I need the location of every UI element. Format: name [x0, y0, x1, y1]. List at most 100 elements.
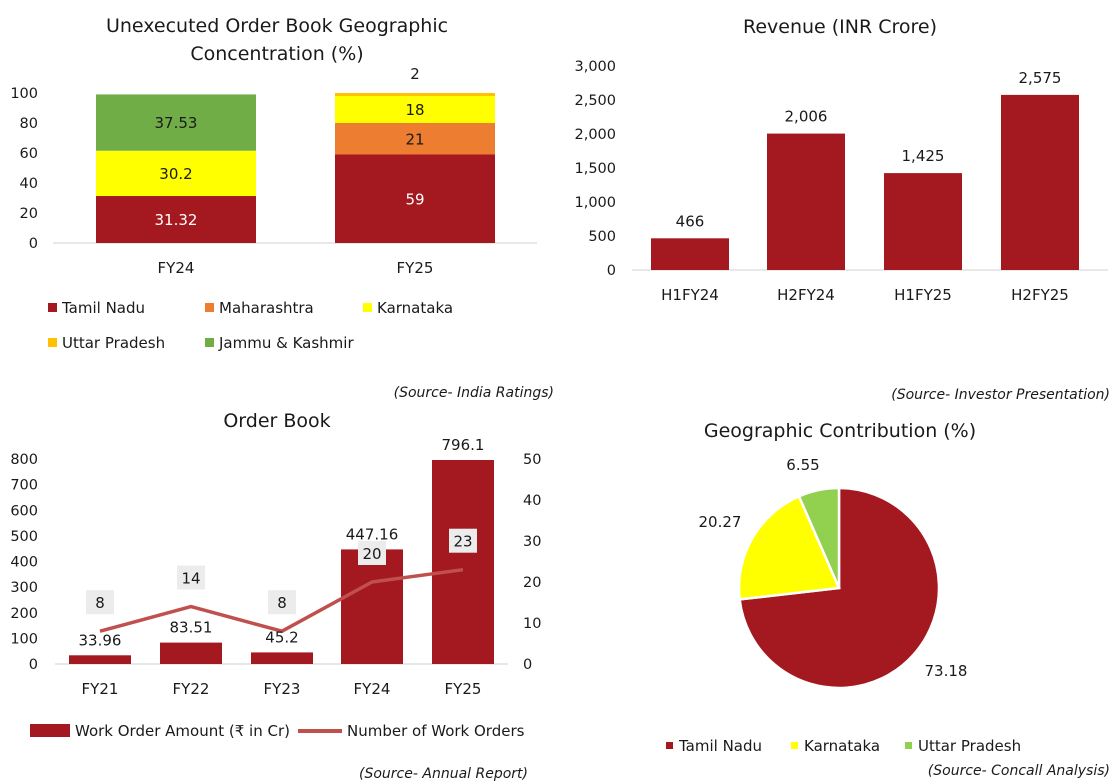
- y-left-tick-label: 800: [10, 452, 38, 468]
- legend-label-karnataka: Karnataka: [377, 299, 453, 317]
- data-label-karnataka-fy25: 18: [405, 101, 424, 119]
- line-label-box-fy21: [86, 590, 114, 615]
- revenue-source: (Source- Investor Presentation): [891, 387, 1110, 403]
- line-data-label-fy24: 20: [362, 545, 381, 563]
- y-right-tick-label: 10: [523, 616, 541, 632]
- legend-swatch-uttar-pradesh: [905, 742, 912, 749]
- line-label-box-fy22: [177, 565, 205, 590]
- y-tick-label: 0: [607, 263, 616, 279]
- legend-label-uttar-pradesh: Uttar Pradesh: [62, 334, 165, 352]
- bar-h2fy25: [1001, 94, 1079, 271]
- legend-label-work-order-amount: Work Order Amount (₹ in Cr): [75, 722, 290, 740]
- pie-data-label-tamil-nadu: 73.18: [925, 662, 968, 680]
- geo-contribution-title: Geographic Contribution (%): [704, 420, 976, 442]
- bar-data-label-fy23: 45.2: [265, 628, 298, 646]
- y-tick-label: 500: [588, 229, 616, 245]
- y-tick-label: 60: [20, 146, 38, 162]
- data-label-maharashtra-fy25: 21: [405, 130, 424, 148]
- bar-segment-jammu-kashmir-fy24: [96, 94, 256, 151]
- data-label-uttar-pradesh-fy25: 2: [410, 65, 420, 83]
- line-label-box-fy23: [268, 590, 296, 615]
- line-data-label-fy23: 8: [277, 594, 287, 612]
- y-tick-label: 20: [20, 206, 38, 222]
- line-series-number-of-work-orders: [99, 567, 464, 633]
- y-left-tick-label: 600: [10, 503, 38, 519]
- revenue-chart: Revenue (INR Crore) 0 500 1,000 1,500 2,000 2…: [574, 16, 1110, 403]
- legend-swatch-tamil-nadu: [666, 742, 673, 749]
- order-book-chart: Order Book 0 100 200 300 400 500 600 700 800 0 10 2…: [10, 410, 541, 782]
- y-tick-label: 2,500: [574, 93, 616, 109]
- y-tick-label: 80: [20, 116, 38, 132]
- y-left-tick-label: 200: [10, 606, 38, 622]
- revenue-title: Revenue (INR Crore): [743, 16, 937, 38]
- y-left-tick-label: 400: [10, 555, 38, 571]
- legend-swatch-maharashtra: [205, 303, 214, 312]
- data-label-h2fy25: 2,575: [1019, 69, 1062, 87]
- pie-data-label-karnataka: 20.27: [699, 513, 742, 531]
- legend-label-maharashtra: Maharashtra: [219, 299, 314, 317]
- y-right-tick-label: 0: [523, 657, 532, 673]
- y-left-tick-label: 700: [10, 478, 38, 494]
- pie-slice-uttar-pradesh: [797, 486, 841, 589]
- legend-swatch-tamil-nadu: [48, 303, 57, 312]
- x-tick-label-fy21: FY21: [82, 680, 119, 698]
- bar-segment-tamil-nadu-fy24: [96, 196, 256, 243]
- y-tick-label: 40: [20, 176, 38, 192]
- bar-data-label-fy25: 796.1: [442, 436, 485, 454]
- x-tick-label-fy25: FY25: [445, 680, 482, 698]
- geo-concentration-source: (Source- India Ratings): [394, 385, 554, 401]
- x-tick-label-h1fy24: H1FY24: [661, 286, 719, 304]
- legend-swatch-jammu-kashmir: [205, 338, 214, 347]
- y-right-tick-label: 50: [523, 452, 541, 468]
- y-left-tick-label: 100: [10, 631, 38, 647]
- y-tick-label: 1,000: [574, 195, 616, 211]
- geo-contribution-chart: Geographic Contribution (%) 73.18 20.27 6.…: [666, 420, 1110, 779]
- x-tick-label-fy23: FY23: [264, 680, 301, 698]
- legend-label-karnataka: Karnataka: [804, 737, 880, 755]
- data-label-h1fy25: 1,425: [902, 147, 945, 165]
- line-data-label-fy21: 8: [95, 594, 105, 612]
- bar-h1fy24: [651, 238, 729, 270]
- y-left-tick-label: 300: [10, 580, 38, 596]
- line-label-box-fy25: [449, 528, 477, 553]
- legend-swatch-karnataka: [363, 303, 372, 312]
- line-label-box-fy24: [358, 541, 386, 565]
- data-label-jammu-kashmir-fy24: 37.53: [155, 114, 198, 132]
- y-tick-label: 100: [10, 86, 38, 102]
- bar-h2fy24: [767, 133, 845, 270]
- legend-swatch-uttar-pradesh: [48, 338, 57, 347]
- geo-concentration-chart: Unexecuted Order Book Geographic Concent…: [10, 15, 554, 401]
- y-right-tick-label: 20: [523, 575, 541, 591]
- bar-segment-tamil-nadu-fy25: [335, 154, 495, 243]
- legend-label-tamil-nadu: Tamil Nadu: [678, 737, 762, 755]
- pie-slice-karnataka: [737, 494, 841, 601]
- bar-segment-maharashtra-fy25: [335, 123, 495, 155]
- bar-segment-uttar-pradesh-fy25: [335, 93, 495, 96]
- bar-segment-karnataka-fy24: [96, 150, 256, 197]
- pie-data-label-uttar-pradesh: 6.55: [786, 456, 819, 474]
- bar-fy24: [341, 549, 403, 664]
- bar-fy22: [160, 642, 222, 664]
- legend-label-tamil-nadu: Tamil Nadu: [61, 299, 145, 317]
- line-data-label-fy25: 23: [453, 533, 472, 551]
- x-tick-label-h2fy25: H2FY25: [1011, 286, 1069, 304]
- line-data-label-fy22: 14: [181, 570, 200, 588]
- bar-fy25: [432, 459, 494, 664]
- bar-segment-karnataka-fy25: [335, 96, 495, 123]
- geo-concentration-title-line-2: Concentration (%): [190, 43, 363, 65]
- x-tick-label-fy22: FY22: [173, 680, 210, 698]
- data-label-h1fy24: 466: [676, 212, 705, 230]
- legend-label-uttar-pradesh: Uttar Pradesh: [918, 737, 1021, 755]
- bar-h1fy25: [884, 173, 962, 270]
- data-label-tamil-nadu-fy25: 59: [405, 190, 424, 208]
- geo-concentration-title-line-1: Unexecuted Order Book Geographic: [106, 15, 448, 37]
- y-left-tick-label: 0: [29, 657, 38, 673]
- y-tick-label: 2,000: [574, 127, 616, 143]
- bar-fy23: [251, 652, 313, 664]
- bar-data-label-fy24: 447.16: [346, 525, 399, 543]
- y-tick-label: 1,500: [574, 161, 616, 177]
- order-book-source: (Source- Annual Report): [359, 766, 528, 782]
- legend-label-number-of-work-orders: Number of Work Orders: [347, 722, 525, 740]
- x-tick-label-fy24: FY24: [354, 680, 391, 698]
